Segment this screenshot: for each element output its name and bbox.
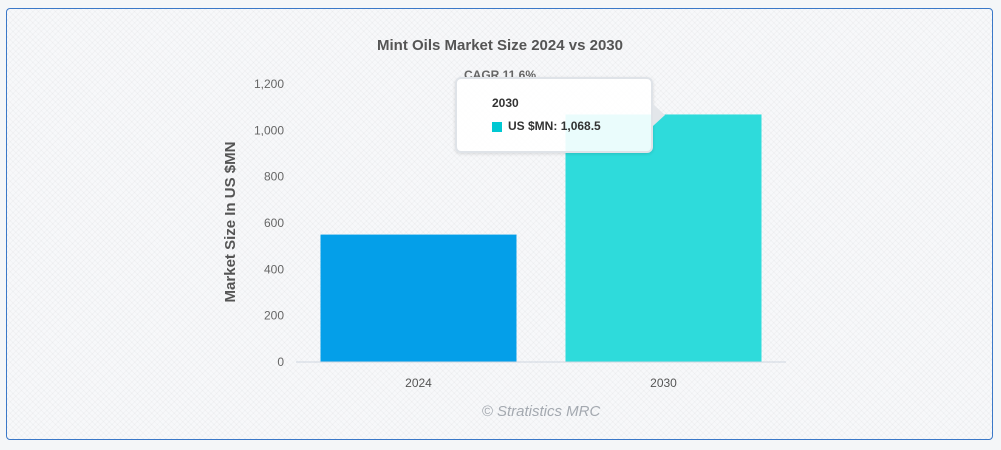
- y-axis-title: Market Size In US $MN: [222, 142, 239, 303]
- x-axis-ticks: 2024 2030: [405, 376, 677, 390]
- bars: [320, 114, 762, 362]
- tooltip-swatch: [492, 122, 502, 132]
- x-tick-label: 2030: [650, 376, 677, 390]
- y-tick-label: 600: [264, 216, 284, 230]
- tooltip-arrow: [653, 104, 665, 126]
- bar-2030[interactable]: [565, 114, 762, 362]
- tooltip-category: 2030: [492, 96, 519, 110]
- y-tick-label: 200: [264, 309, 284, 323]
- tooltip-value: 1,068.5: [560, 119, 601, 133]
- y-tick-label: 800: [264, 170, 284, 184]
- tooltip-value-line: US $MN: 1,068.5: [508, 119, 601, 133]
- chart-title: Mint Oils Market Size 2024 vs 2030: [377, 37, 623, 54]
- y-tick-label: 400: [264, 262, 284, 276]
- y-axis-ticks: 0 200 400 600 800 1,000 1,200: [254, 77, 284, 369]
- y-tick-label: 0: [277, 355, 284, 369]
- y-tick-label: 1,200: [254, 77, 284, 91]
- bar-2024[interactable]: [320, 234, 517, 362]
- x-tick-label: 2024: [405, 376, 432, 390]
- tooltip: 2030 US $MN: 1,068.5: [455, 77, 653, 153]
- y-tick-label: 1,000: [254, 123, 284, 137]
- tooltip-series-label: US $MN:: [508, 119, 558, 133]
- credit-text: © Stratistics MRC: [482, 403, 601, 420]
